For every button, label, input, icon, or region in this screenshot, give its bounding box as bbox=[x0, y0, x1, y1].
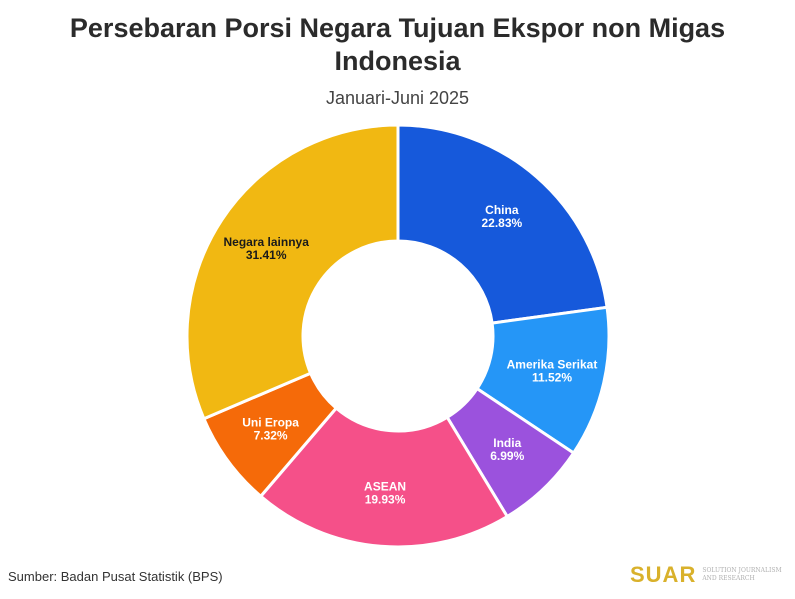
slice-label: India 6.99% bbox=[490, 436, 524, 463]
chart-title-line2: Indonesia bbox=[334, 46, 461, 76]
slice-value: 19.93% bbox=[365, 492, 406, 506]
slice-name: ASEAN bbox=[364, 479, 406, 493]
chart-title-line1: Persebaran Porsi Negara Tujuan Ekspor no… bbox=[69, 13, 726, 43]
slice-value: 31.41% bbox=[246, 248, 287, 262]
logo-wordmark: SUAR bbox=[630, 562, 697, 587]
chart-title: Persebaran Porsi Negara Tujuan Ekspor no… bbox=[0, 12, 795, 78]
chart-subtitle: Januari-Juni 2025 bbox=[325, 88, 470, 108]
logo-tagline: SOLUTION JOURNALISM AND RESEARCH bbox=[702, 567, 782, 582]
slice-name: Amerika Serikat bbox=[507, 357, 598, 371]
source-note: Sumber: Badan Pusat Statistik (BPS) bbox=[8, 569, 223, 584]
slice-value: 7.32% bbox=[254, 428, 288, 442]
slice-value: 11.52% bbox=[532, 370, 572, 384]
slice-label: Amerika Serikat 11.52% bbox=[507, 357, 598, 384]
slice-name: India bbox=[493, 436, 521, 450]
slice-label: ASEAN 19.93% bbox=[364, 479, 406, 506]
slice-name: Negara lainnya bbox=[224, 235, 310, 249]
slice-label: Negara lainnya 31.41% bbox=[224, 235, 310, 262]
slice-name: Uni Eropa bbox=[242, 415, 299, 429]
slice-label: China 22.83% bbox=[482, 203, 523, 230]
suar-logo: SUAR SOLUTION JOURNALISM AND RESEARCH bbox=[630, 562, 782, 588]
slice-value: 6.99% bbox=[490, 449, 524, 463]
slice-name: China bbox=[485, 203, 519, 217]
slice-value: 22.83% bbox=[482, 216, 523, 230]
slice-label: Uni Eropa 7.32% bbox=[242, 415, 299, 442]
slice-negara-lainnya bbox=[185, 123, 400, 421]
slice-china bbox=[396, 123, 609, 325]
slice-asean bbox=[259, 406, 509, 549]
